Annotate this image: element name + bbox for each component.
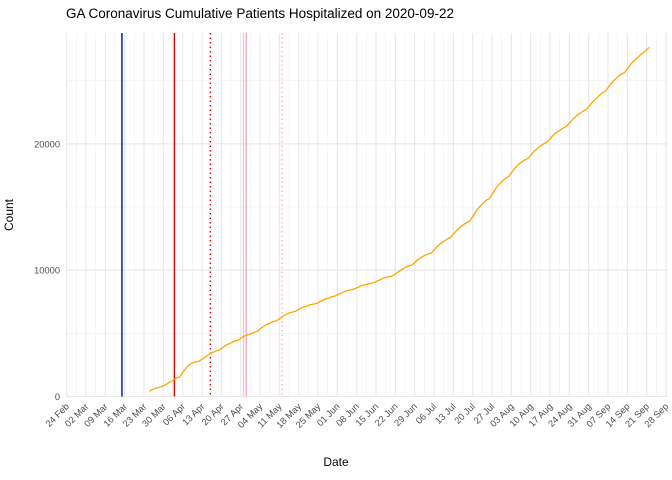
x-tick-label: 13 Jul [433, 401, 458, 426]
x-tick-label: 20 Jul [452, 401, 477, 426]
y-tick-label: 10000 [34, 266, 60, 276]
y-axis-title: Count [2, 198, 16, 232]
x-tick-label: 06 Jul [414, 401, 439, 426]
y-tick-label: 0 [55, 392, 60, 402]
chart-title: GA Coronavirus Cumulative Patients Hospi… [66, 6, 454, 21]
x-axis-title: Date [323, 455, 349, 469]
data-line-cumulative-patients-hospitalized [149, 46, 650, 392]
y-tick-label: 20000 [34, 139, 60, 149]
